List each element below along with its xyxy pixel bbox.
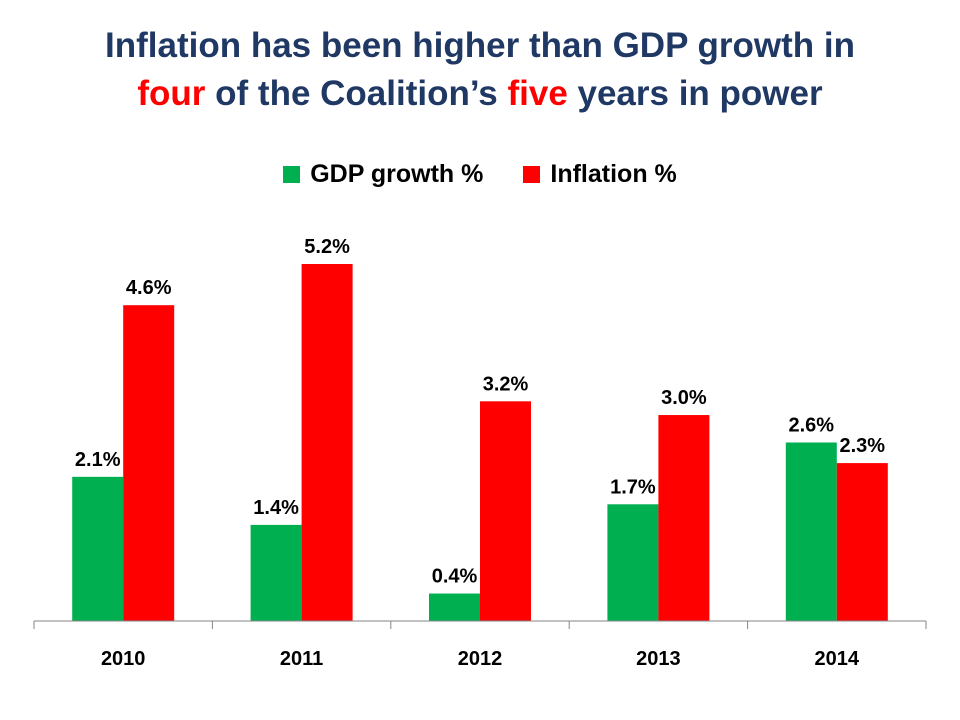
x-tick-label-2012: 2012 [458, 648, 503, 670]
title-line-2: four of the Coalition’s five years in po… [0, 70, 960, 118]
data-label-gdp-2011: 1.4% [253, 497, 299, 519]
legend-label-inflation: Inflation % [550, 160, 677, 188]
data-label-gdp-2013: 1.7% [610, 476, 656, 498]
bar-gdp-2010 [72, 476, 124, 621]
data-label-inflation-2011: 5.2% [304, 236, 350, 258]
bar-inflation-2014 [836, 463, 888, 621]
title-highlight-four: four [137, 74, 206, 113]
x-tick-label-2010: 2010 [101, 648, 146, 670]
bar-inflation-2010 [123, 305, 175, 621]
legend-item-gdp: GDP growth % [283, 160, 483, 189]
x-tick-label-2011: 2011 [280, 648, 323, 670]
legend-label-gdp: GDP growth % [310, 160, 484, 188]
title-mid: of the Coalition’s [205, 74, 508, 113]
legend-swatch-gdp [283, 166, 301, 183]
legend: GDP growth % Inflation % [0, 160, 960, 189]
x-tick-label-2013: 2013 [636, 648, 681, 670]
data-label-gdp-2010: 2.1% [75, 449, 121, 471]
legend-swatch-inflation [523, 166, 541, 183]
bar-gdp-2012 [429, 593, 480, 621]
bar-gdp-2014 [785, 442, 837, 621]
legend-item-inflation: Inflation % [523, 160, 677, 189]
data-label-inflation-2013: 3.0% [661, 387, 707, 409]
x-tick-label-2014: 2014 [815, 648, 860, 670]
bar-gdp-2011 [250, 524, 302, 621]
data-label-inflation-2010: 4.6% [126, 277, 172, 299]
bar-gdp-2013 [607, 504, 659, 621]
data-label-inflation-2014: 2.3% [840, 435, 886, 457]
chart-title: Inflation has been higher than GDP growt… [0, 22, 960, 118]
bar-inflation-2011 [301, 264, 353, 621]
data-label-gdp-2012: 0.4% [432, 566, 478, 588]
bar-inflation-2012 [480, 401, 531, 621]
bar-inflation-2013 [658, 415, 710, 621]
title-highlight-five: five [507, 74, 568, 113]
title-line-1: Inflation has been higher than GDP growt… [105, 26, 855, 65]
title-end: years in power [567, 74, 823, 113]
data-label-inflation-2012: 3.2% [483, 373, 529, 395]
data-label-gdp-2014: 2.6% [789, 415, 835, 437]
